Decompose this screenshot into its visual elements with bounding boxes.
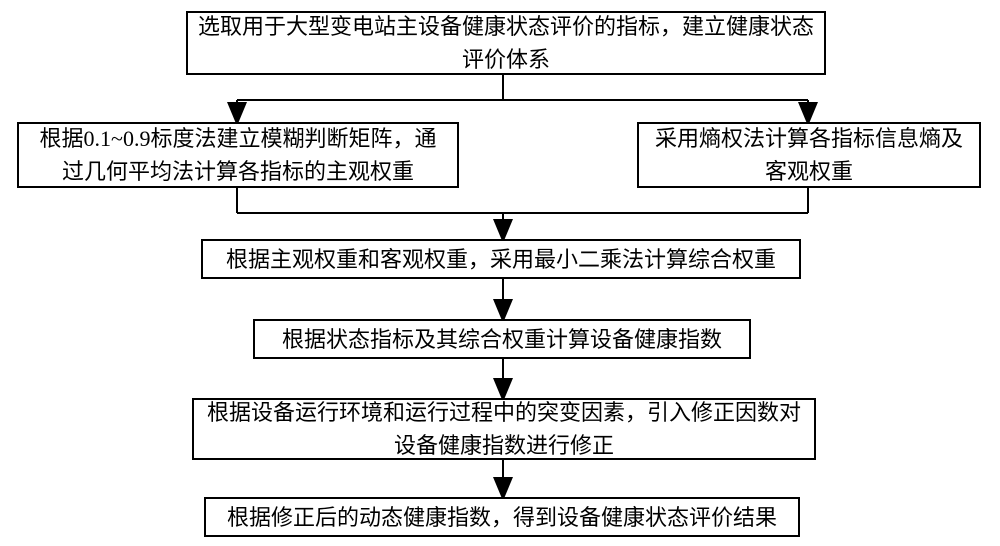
flow-node-n4: 根据状态指标及其综合权重计算设备健康指数 [253,319,751,359]
flow-node-n1: 选取用于大型变电站主设备健康状态评价的指标，建立健康状态评价体系 [186,11,826,75]
flow-node-n5: 根据设备运行环境和运行过程中的突变因素，引入修正因数对设备健康指数进行修正 [192,398,816,460]
flow-node-n6: 根据修正后的动态健康指数，得到设备健康状态评价结果 [204,497,800,537]
flow-node-n3: 根据主观权重和客观权重，采用最小二乘法计算综合权重 [201,239,801,279]
flow-node-n2a: 根据0.1~0.9标度法建立模糊判断矩阵，通过几何平均法计算各指标的主观权重 [17,122,459,188]
flow-node-n2b: 采用熵权法计算各指标信息熵及客观权重 [637,122,981,188]
